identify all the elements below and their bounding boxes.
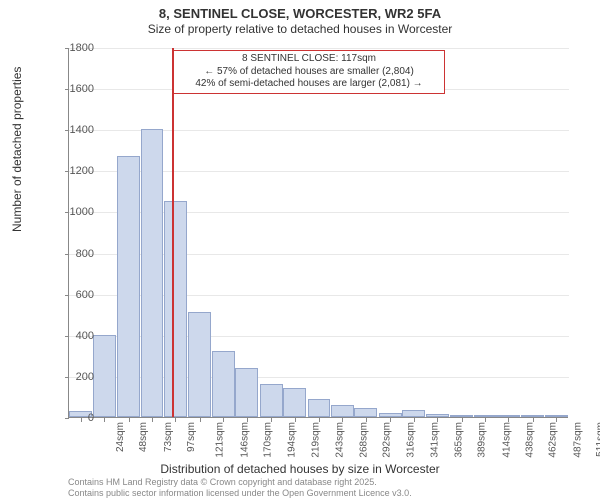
x-tick-label: 73sqm: [163, 422, 174, 452]
x-tick-label: 341sqm: [430, 422, 441, 458]
histogram-bar: [141, 129, 164, 417]
histogram-bar: [331, 405, 354, 417]
footer-line-1: Contains HM Land Registry data © Crown c…: [68, 477, 412, 487]
histogram-bar: [521, 415, 544, 417]
histogram-chart: 24sqm48sqm73sqm97sqm121sqm146sqm170sqm19…: [68, 48, 568, 418]
histogram-bar: [212, 351, 235, 417]
x-tick-mark: [462, 418, 463, 422]
x-tick-label: 462sqm: [548, 422, 559, 458]
x-tick-mark: [390, 418, 391, 422]
x-tick-label: 268sqm: [359, 422, 370, 458]
y-tick-label: 400: [54, 330, 94, 342]
x-tick-mark: [437, 418, 438, 422]
x-tick-label: 194sqm: [286, 422, 297, 458]
y-tick-label: 200: [54, 371, 94, 383]
histogram-bar: [474, 415, 497, 417]
x-tick-mark: [175, 418, 176, 422]
x-tick-mark: [200, 418, 201, 422]
x-tick-label: 97sqm: [186, 422, 197, 452]
histogram-bar: [117, 156, 140, 417]
x-tick-mark: [247, 418, 248, 422]
x-tick-label: 511sqm: [595, 422, 600, 457]
x-tick-label: 146sqm: [239, 422, 250, 458]
x-tick-label: 414sqm: [501, 422, 512, 458]
x-tick-mark: [223, 418, 224, 422]
page-subtitle: Size of property relative to detached ho…: [0, 22, 600, 36]
x-tick-mark: [508, 418, 509, 422]
x-tick-mark: [366, 418, 367, 422]
x-tick-label: 48sqm: [138, 422, 149, 452]
histogram-bar: [545, 415, 568, 417]
x-tick-mark: [104, 418, 105, 422]
x-tick-label: 24sqm: [115, 422, 126, 452]
x-tick-label: 121sqm: [215, 422, 226, 458]
histogram-bar: [164, 201, 187, 417]
x-tick-mark: [319, 418, 320, 422]
x-tick-mark: [533, 418, 534, 422]
y-tick-label: 600: [54, 289, 94, 301]
x-tick-label: 219sqm: [311, 422, 322, 458]
annotation-line: ← 57% of detached houses are smaller (2,…: [179, 66, 439, 79]
y-tick-label: 1400: [54, 124, 94, 136]
x-tick-label: 243sqm: [334, 422, 345, 458]
y-tick-label: 800: [54, 248, 94, 260]
x-tick-label: 316sqm: [405, 422, 416, 458]
histogram-bar: [93, 335, 116, 417]
y-tick-label: 1600: [54, 83, 94, 95]
x-tick-mark: [556, 418, 557, 422]
histogram-bar: [260, 384, 283, 417]
histogram-bar: [450, 415, 473, 417]
gridline: [69, 48, 569, 49]
x-tick-label: 438sqm: [525, 422, 536, 458]
y-tick-label: 0: [54, 412, 94, 424]
annotation-line: 42% of semi-detached houses are larger (…: [179, 78, 439, 91]
x-tick-mark: [271, 418, 272, 422]
y-tick-label: 1800: [54, 42, 94, 54]
x-tick-mark: [414, 418, 415, 422]
histogram-bar: [426, 414, 449, 417]
histogram-bar: [354, 408, 377, 417]
footer-line-2: Contains public sector information licen…: [68, 488, 412, 498]
page-title: 8, SENTINEL CLOSE, WORCESTER, WR2 5FA: [0, 6, 600, 21]
x-axis-label: Distribution of detached houses by size …: [0, 462, 600, 476]
x-tick-mark: [295, 418, 296, 422]
footer-attribution: Contains HM Land Registry data © Crown c…: [68, 477, 412, 498]
histogram-bar: [308, 399, 331, 418]
x-tick-mark: [129, 418, 130, 422]
x-tick-mark: [152, 418, 153, 422]
histogram-bar: [235, 368, 258, 417]
plot-area: 24sqm48sqm73sqm97sqm121sqm146sqm170sqm19…: [68, 48, 568, 418]
x-tick-label: 487sqm: [572, 422, 583, 458]
x-tick-label: 170sqm: [263, 422, 274, 458]
x-tick-label: 292sqm: [382, 422, 393, 458]
histogram-bar: [379, 413, 402, 417]
histogram-bar: [402, 410, 425, 417]
histogram-bar: [188, 312, 211, 417]
annotation-box: 8 SENTINEL CLOSE: 117sqm← 57% of detache…: [173, 50, 445, 94]
histogram-bar: [283, 388, 306, 417]
x-tick-mark: [485, 418, 486, 422]
y-tick-label: 1200: [54, 165, 94, 177]
y-tick-label: 1000: [54, 206, 94, 218]
x-tick-mark: [342, 418, 343, 422]
histogram-bar: [497, 415, 520, 417]
annotation-line: 8 SENTINEL CLOSE: 117sqm: [179, 53, 439, 66]
y-axis-label: Number of detached properties: [10, 67, 24, 232]
x-tick-label: 389sqm: [477, 422, 488, 458]
x-tick-label: 365sqm: [453, 422, 464, 458]
marker-line: [172, 48, 174, 417]
